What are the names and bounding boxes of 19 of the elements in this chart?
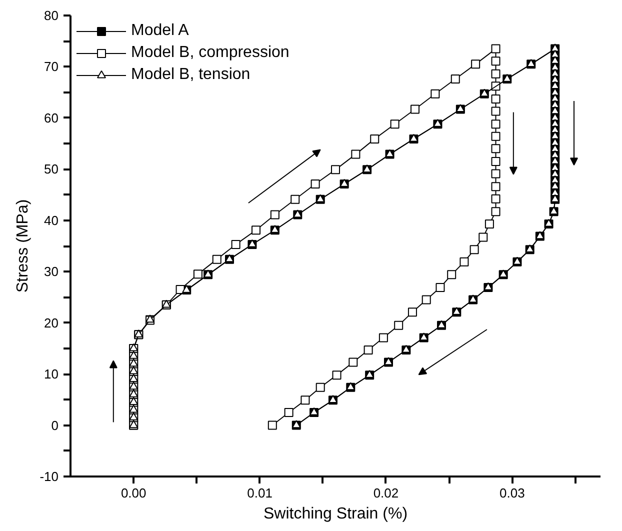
legend-label: Model A <box>131 22 189 40</box>
y-tick-label: 50 <box>44 162 59 177</box>
x-tick-label: 0.03 <box>500 486 525 500</box>
y-axis-title: Stress (MPa) <box>14 199 32 293</box>
y-tick-label: 70 <box>44 59 59 74</box>
y-tick-label: 40 <box>44 212 59 228</box>
x-tick-label: 0.01 <box>247 486 272 500</box>
y-tick-label: 20 <box>44 315 59 330</box>
y-tick-label: -10 <box>40 469 59 484</box>
y-tick-label: 80 <box>44 8 59 23</box>
x-axis-title: Switching Strain (%) <box>263 506 408 522</box>
legend-label: Model B, compression <box>131 44 290 62</box>
x-tick-label: 0.02 <box>373 486 399 500</box>
legend-label: Model B, tension <box>131 66 250 84</box>
y-tick-label: 0 <box>51 418 59 433</box>
y-tick-label: 60 <box>44 110 59 126</box>
y-tick-label: 10 <box>44 366 59 382</box>
x-tick-label: 0.00 <box>120 486 146 500</box>
y-tick-label: 30 <box>44 264 59 280</box>
